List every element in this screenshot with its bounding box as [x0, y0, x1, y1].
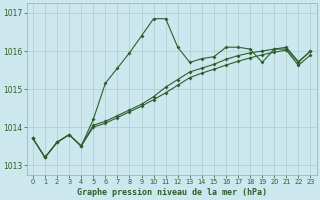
X-axis label: Graphe pression niveau de la mer (hPa): Graphe pression niveau de la mer (hPa)	[77, 188, 267, 197]
